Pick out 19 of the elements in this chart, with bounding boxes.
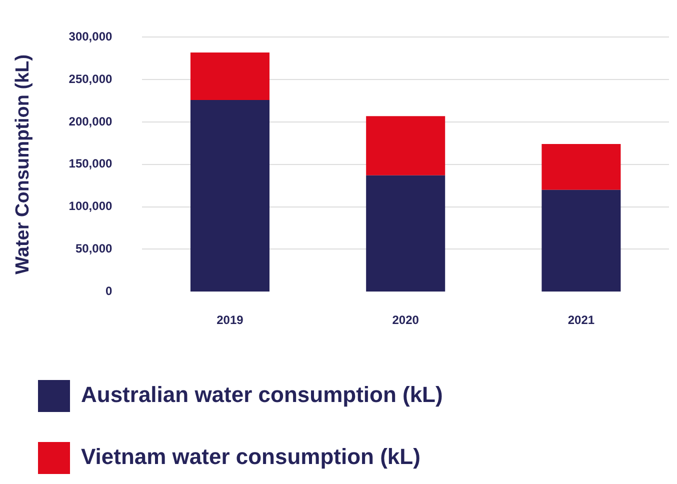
x-tick-label: 2020 [392, 313, 420, 328]
bar [190, 52, 270, 100]
bar [190, 100, 270, 292]
x-tick-label: 2019 [216, 313, 244, 328]
bar [366, 116, 446, 176]
bar [542, 190, 621, 292]
x-tick-label: 2021 [568, 313, 595, 328]
y-tick-label: 50,000 [75, 242, 113, 256]
y-tick-label: 250,000 [68, 72, 112, 86]
y-tick-label: 300,000 [68, 30, 112, 44]
y-tick-label: 200,000 [68, 114, 112, 128]
bar [366, 175, 446, 292]
legend-label: Australian water consumption (kL) [81, 382, 443, 408]
legend-label: Vietnam water consumption (kL) [81, 444, 420, 470]
y-axis-title: Water Consumption (kL) [12, 54, 34, 274]
y-tick-label: 0 [105, 284, 112, 298]
bar [542, 144, 621, 190]
y-tick-label: 150,000 [68, 156, 112, 171]
y-tick-label: 100,000 [68, 199, 112, 214]
